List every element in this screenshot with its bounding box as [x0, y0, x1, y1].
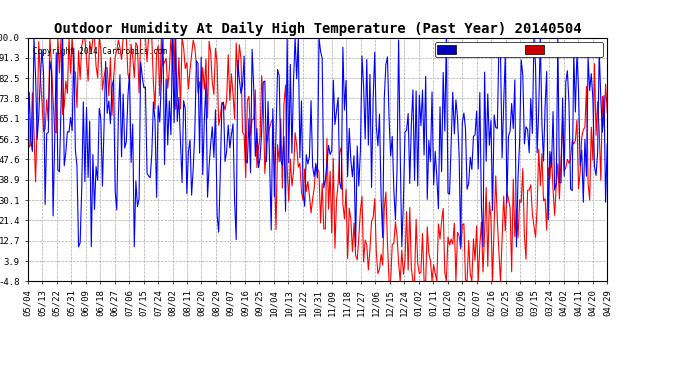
Legend: Humidity (%), Temp  (°F): Humidity (%), Temp (°F): [435, 42, 602, 57]
Title: Outdoor Humidity At Daily High Temperature (Past Year) 20140504: Outdoor Humidity At Daily High Temperatu…: [54, 22, 581, 36]
Text: Copyright 2014 Cartronics.com: Copyright 2014 Cartronics.com: [33, 47, 168, 56]
